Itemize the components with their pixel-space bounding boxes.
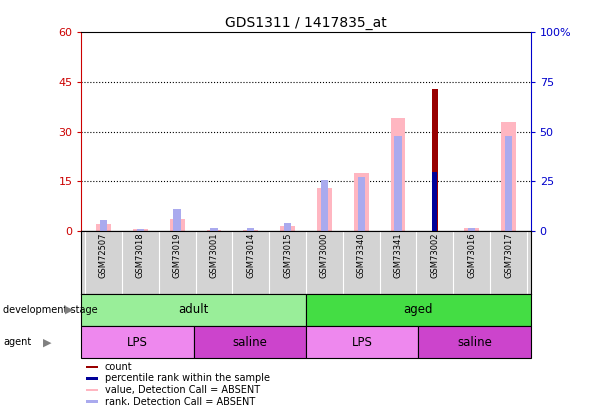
Text: GSM73340: GSM73340 xyxy=(357,233,366,278)
Bar xyxy=(96,224,111,231)
Bar xyxy=(317,188,332,231)
Text: GSM73341: GSM73341 xyxy=(394,233,403,278)
Text: GSM73018: GSM73018 xyxy=(136,233,145,278)
Bar xyxy=(306,326,418,358)
Bar xyxy=(468,228,475,231)
Bar xyxy=(100,220,107,231)
Text: ▶: ▶ xyxy=(43,337,52,347)
Text: GSM73002: GSM73002 xyxy=(431,233,440,278)
Text: LPS: LPS xyxy=(352,336,373,349)
Bar xyxy=(505,136,512,231)
Bar xyxy=(280,226,295,231)
Text: GSM73015: GSM73015 xyxy=(283,233,292,278)
Bar xyxy=(464,228,479,231)
Bar xyxy=(501,122,516,231)
Text: GSM73014: GSM73014 xyxy=(246,233,255,278)
Bar xyxy=(170,219,185,231)
Text: percentile rank within the sample: percentile rank within the sample xyxy=(105,373,270,384)
Bar xyxy=(247,228,254,231)
Bar xyxy=(174,209,181,231)
Text: development stage: development stage xyxy=(3,305,98,315)
Text: GSM73000: GSM73000 xyxy=(320,233,329,278)
Title: GDS1311 / 1417835_at: GDS1311 / 1417835_at xyxy=(225,16,387,30)
Text: saline: saline xyxy=(232,336,267,349)
Bar xyxy=(432,172,438,231)
Bar xyxy=(137,229,144,231)
Text: rank, Detection Call = ABSENT: rank, Detection Call = ABSENT xyxy=(105,397,255,405)
Text: saline: saline xyxy=(457,336,492,349)
Text: adult: adult xyxy=(178,303,209,316)
Bar xyxy=(210,228,218,231)
Bar xyxy=(81,326,194,358)
Text: GSM73001: GSM73001 xyxy=(209,233,218,278)
Text: GSM72507: GSM72507 xyxy=(99,233,108,278)
Text: count: count xyxy=(105,362,133,372)
Bar xyxy=(391,118,405,231)
Text: GSM73017: GSM73017 xyxy=(504,233,513,278)
Bar xyxy=(354,173,368,231)
Bar xyxy=(284,223,291,231)
Bar xyxy=(432,89,438,231)
Text: GSM73019: GSM73019 xyxy=(172,233,182,278)
Bar xyxy=(86,377,98,380)
Bar xyxy=(86,366,98,368)
Bar xyxy=(194,326,306,358)
Bar xyxy=(244,230,258,231)
Bar xyxy=(86,389,98,391)
Bar xyxy=(321,180,328,231)
Bar xyxy=(133,229,148,231)
Bar xyxy=(394,136,402,231)
Bar xyxy=(418,326,531,358)
Text: GSM73016: GSM73016 xyxy=(467,233,476,278)
Text: agent: agent xyxy=(3,337,31,347)
Text: value, Detection Call = ABSENT: value, Detection Call = ABSENT xyxy=(105,385,260,395)
Bar xyxy=(86,401,98,403)
Bar xyxy=(306,294,531,326)
Bar xyxy=(81,294,306,326)
Text: LPS: LPS xyxy=(127,336,148,349)
Bar xyxy=(358,177,365,231)
Text: aged: aged xyxy=(403,303,433,316)
Bar xyxy=(207,230,221,231)
Text: ▶: ▶ xyxy=(65,305,73,315)
